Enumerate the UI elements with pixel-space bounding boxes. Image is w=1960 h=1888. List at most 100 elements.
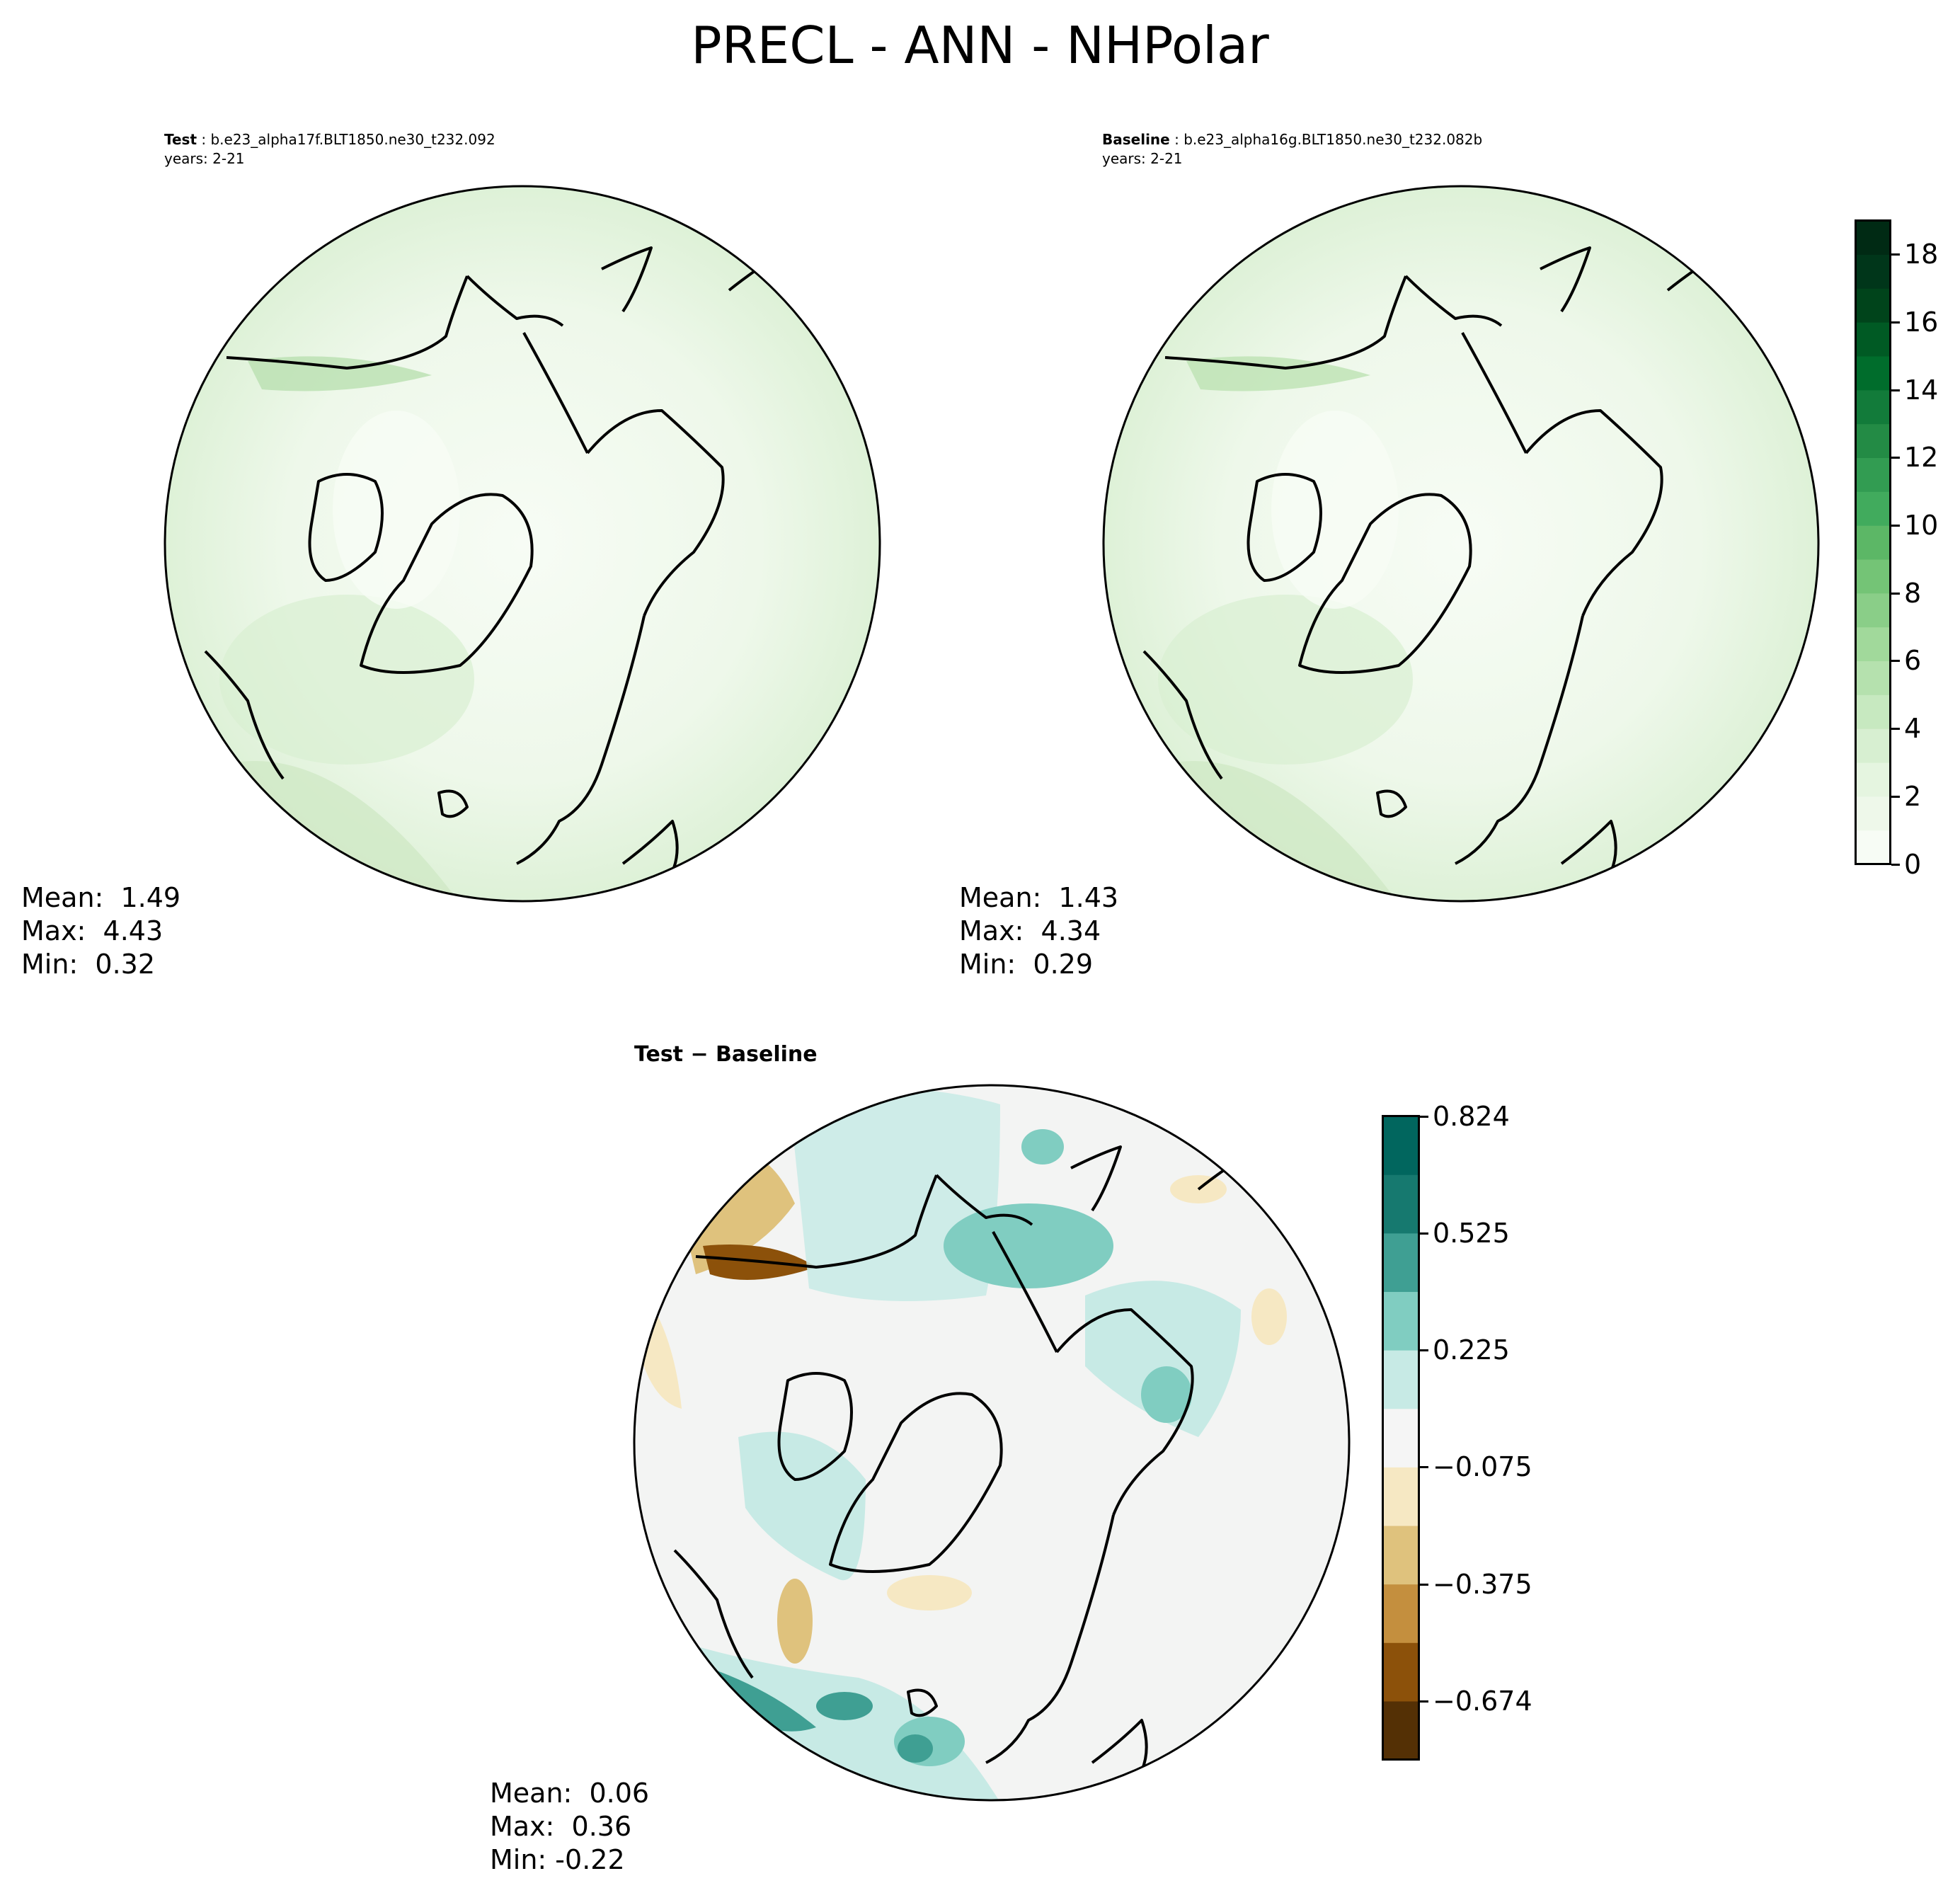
colorbar-tick-mark xyxy=(1420,1349,1428,1352)
colorbar-tick-mark xyxy=(1420,1583,1428,1586)
colorbar-tick-label: 12 xyxy=(1904,442,1939,474)
diff-max: Max: 0.36 xyxy=(490,1811,632,1842)
colorbar-band xyxy=(1855,254,1891,289)
test-header: Test : b.e23_alpha17f.BLT1850.ne30_t232.… xyxy=(164,131,495,167)
colorbar-band xyxy=(1855,728,1891,763)
colorbar-tick-mark xyxy=(1420,1466,1428,1469)
colorbar-band xyxy=(1855,322,1891,357)
colorbar-band xyxy=(1382,1642,1419,1702)
colorbar-tick-label: 4 xyxy=(1904,713,1922,745)
colorbar-band xyxy=(1855,491,1891,526)
colorbar-tick-label: 0.824 xyxy=(1433,1100,1510,1132)
colorbar-tick-mark xyxy=(1891,592,1900,595)
colorbar-band xyxy=(1855,220,1891,255)
colorbar-tick-label: 16 xyxy=(1904,307,1939,338)
colorbar-tick-mark xyxy=(1420,1232,1428,1235)
colorbar-band xyxy=(1382,1408,1419,1468)
diff-stats: Mean: 0.06 Max: 0.36 Min: -0.22 xyxy=(490,1777,649,1877)
colorbar-band xyxy=(1855,288,1891,323)
colorbar-band xyxy=(1855,830,1891,865)
colorbar-tick-label: −0.075 xyxy=(1433,1451,1532,1483)
diff-colorbar-frame xyxy=(1382,1115,1420,1761)
colorbar-band xyxy=(1855,627,1891,662)
baseline-label: Baseline xyxy=(1102,131,1170,148)
colorbar-band xyxy=(1855,694,1891,729)
colorbar-tick-mark xyxy=(1420,1700,1428,1703)
baseline-coastlines xyxy=(1142,232,1811,893)
colorbar-tick-mark xyxy=(1891,863,1900,866)
colorbar-tick-mark xyxy=(1891,728,1900,731)
baseline-case: b.e23_alpha16g.BLT1850.ne30_t232.082b xyxy=(1184,131,1483,148)
colorbar-tick-label: 8 xyxy=(1904,577,1922,609)
colorbar-band xyxy=(1382,1174,1419,1234)
main-colorbar-frame xyxy=(1855,219,1891,865)
colorbar-tick-mark xyxy=(1891,795,1900,798)
colorbar-tick-mark xyxy=(1891,253,1900,256)
test-case: b.e23_alpha17f.BLT1850.ne30_t232.092 xyxy=(210,131,495,148)
baseline-map xyxy=(1102,185,1820,903)
diff-map-boundary xyxy=(633,1084,1351,1802)
baseline-min: Min: 0.29 xyxy=(959,949,1093,980)
colorbar-band xyxy=(1855,457,1891,492)
colorbar-tick-label: 14 xyxy=(1904,374,1939,406)
colorbar-band xyxy=(1855,660,1891,695)
test-field xyxy=(165,186,880,901)
figure-title: PRECL - ANN - NHPolar xyxy=(691,16,1269,75)
baseline-map-boundary xyxy=(1102,185,1820,903)
diff-coastlines xyxy=(673,1131,1341,1792)
colorbar-tick-mark xyxy=(1891,660,1900,663)
test-min: Min: 0.32 xyxy=(21,949,155,980)
test-max: Max: 4.43 xyxy=(21,915,164,946)
colorbar-band xyxy=(1382,1291,1419,1351)
colorbar-band xyxy=(1855,355,1891,391)
diff-min: Min: -0.22 xyxy=(490,1844,625,1875)
colorbar-band xyxy=(1855,389,1891,425)
diff-field xyxy=(634,1085,1349,1800)
colorbar-tick-label: 0 xyxy=(1904,848,1922,880)
colorbar-tick-mark xyxy=(1891,389,1900,391)
diff-title: Test − Baseline xyxy=(634,1042,818,1067)
colorbar-tick-mark xyxy=(1891,525,1900,527)
colorbar-band xyxy=(1382,1525,1419,1585)
baseline-field xyxy=(1104,186,1818,901)
colorbar-band xyxy=(1382,1584,1419,1643)
main-colorbar-bands xyxy=(1855,220,1891,865)
colorbar-tick-mark xyxy=(1891,457,1900,459)
colorbar-band xyxy=(1855,525,1891,560)
colorbar-tick-label: −0.375 xyxy=(1433,1568,1532,1600)
baseline-header: Baseline : b.e23_alpha16g.BLT1850.ne30_t… xyxy=(1102,131,1483,167)
colorbar-band xyxy=(1855,593,1891,628)
colorbar-tick-label: 10 xyxy=(1904,510,1939,542)
colorbar-band xyxy=(1855,762,1891,797)
colorbar-band xyxy=(1855,796,1891,831)
test-map-boundary xyxy=(164,185,881,903)
colorbar-band xyxy=(1382,1116,1419,1175)
colorbar-band xyxy=(1855,559,1891,594)
colorbar-tick-label: 0.525 xyxy=(1433,1217,1510,1249)
baseline-stats: Mean: 1.43 Max: 4.34 Min: 0.29 xyxy=(959,881,1118,981)
baseline-years: years: 2-21 xyxy=(1102,150,1183,167)
colorbar-band xyxy=(1382,1350,1419,1409)
colorbar-band xyxy=(1382,1467,1419,1526)
colorbar-tick-label: 6 xyxy=(1904,645,1922,677)
colorbar-tick-mark xyxy=(1420,1115,1428,1118)
colorbar-band xyxy=(1855,423,1891,458)
baseline-mean: Mean: 1.43 xyxy=(959,882,1119,913)
colorbar-tick-label: −0.674 xyxy=(1433,1685,1532,1717)
diff-mean: Mean: 0.06 xyxy=(490,1778,650,1809)
colorbar-tick-label: 2 xyxy=(1904,780,1922,812)
test-years: years: 2-21 xyxy=(164,150,245,167)
test-mean: Mean: 1.49 xyxy=(21,882,181,913)
diff-colorbar-bands xyxy=(1382,1116,1419,1761)
test-coastlines xyxy=(204,232,872,893)
colorbar-tick-mark xyxy=(1891,321,1900,324)
colorbar-tick-label: 0.225 xyxy=(1433,1334,1510,1366)
baseline-max: Max: 4.34 xyxy=(959,915,1101,946)
test-map xyxy=(164,185,881,903)
test-label: Test xyxy=(164,131,197,148)
diff-colorbar xyxy=(1382,1115,1420,1761)
test-stats: Mean: 1.49 Max: 4.43 Min: 0.32 xyxy=(21,881,180,981)
colorbar-band xyxy=(1382,1700,1419,1761)
diff-map xyxy=(633,1084,1351,1802)
colorbar-tick-label: 18 xyxy=(1904,239,1939,270)
